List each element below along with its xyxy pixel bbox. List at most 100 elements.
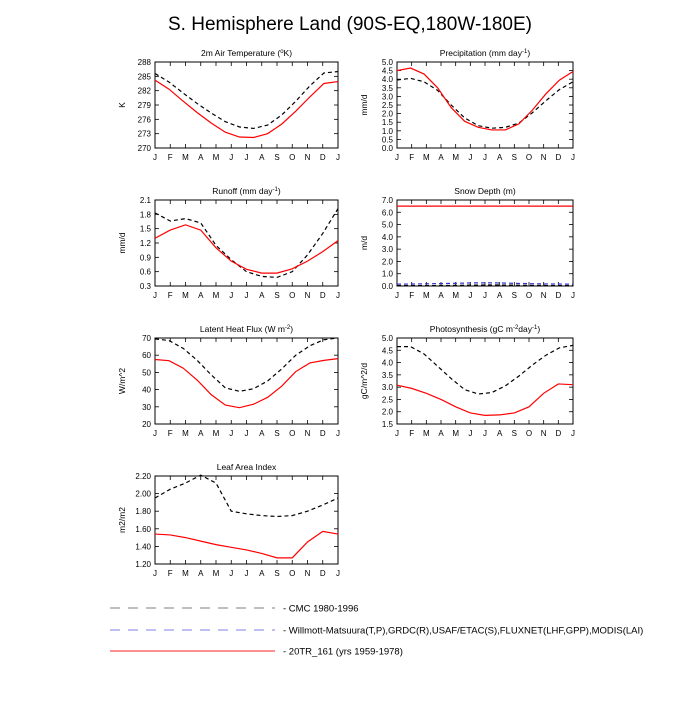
x-tick-label: O xyxy=(526,429,532,438)
x-tick-label: M xyxy=(213,153,220,162)
y-tick-label: 0.9 xyxy=(140,253,152,262)
x-tick-label: O xyxy=(289,153,295,162)
plot-frame xyxy=(396,337,574,425)
x-tick-label: S xyxy=(274,153,279,162)
panels: 2m Air Temperature (oK) 270 273 276 279 282 28… xyxy=(117,48,575,578)
y-tick-label: 3.5 xyxy=(382,84,394,93)
x-tick-label: M xyxy=(182,153,189,162)
y-tick-label: 4.5 xyxy=(382,346,394,355)
x-tick-label: N xyxy=(305,291,311,300)
series-line-obs xyxy=(154,337,339,392)
legend-label-2: - Willmott-Matsuura(T,P),GRDC(R),USAF/ET… xyxy=(283,626,643,637)
x-tick-label: F xyxy=(168,429,173,438)
x-tick-label: A xyxy=(198,291,204,300)
x-tick-label: J xyxy=(571,429,575,438)
x-tick-label: A xyxy=(259,153,265,162)
series-line-obs xyxy=(396,77,574,129)
y-tick-label: 3.0 xyxy=(382,92,394,101)
y-tick-label: 2.5 xyxy=(382,395,394,404)
x-tick-label: A xyxy=(198,429,204,438)
x-tick-label: J xyxy=(336,429,340,438)
y-tick-label: 2.0 xyxy=(382,408,394,417)
y-tick-label: 0.5 xyxy=(382,135,394,144)
x-tick-label: F xyxy=(168,153,173,162)
y-tick-label: 1.0 xyxy=(382,270,394,279)
x-tick-label: A xyxy=(497,153,503,162)
x-tick-label: J xyxy=(245,291,249,300)
x-tick-label: F xyxy=(168,291,173,300)
y-tick-label: 4.0 xyxy=(382,75,394,84)
x-tick-label: F xyxy=(409,429,414,438)
x-tick-label: A xyxy=(438,291,444,300)
y-tick-label: 30 xyxy=(142,403,151,412)
panel-title: Runoff (mm day-1) xyxy=(212,186,281,196)
y-tick-label: 20 xyxy=(142,420,151,429)
x-tick-label: J xyxy=(483,291,487,300)
y-axis-label: W/m^2 xyxy=(117,368,127,394)
x-tick-label: M xyxy=(213,429,220,438)
x-tick-label: M xyxy=(423,291,430,300)
y-tick-label: 5.0 xyxy=(382,334,394,343)
x-tick-label: M xyxy=(213,291,220,300)
plot-frame xyxy=(154,337,339,425)
x-tick-label: J xyxy=(468,429,472,438)
y-tick-label: 1.40 xyxy=(135,542,151,551)
y-tick-label: 2.00 xyxy=(135,490,151,499)
y-tick-label: 1.5 xyxy=(382,118,394,127)
x-tick-label: F xyxy=(168,569,173,578)
plot-frame xyxy=(154,475,339,565)
y-tick-label: 282 xyxy=(138,87,152,96)
x-tick-label: J xyxy=(229,569,233,578)
y-tick-label: 60 xyxy=(142,351,151,360)
x-tick-label: J xyxy=(395,153,399,162)
x-tick-label: J xyxy=(395,291,399,300)
x-tick-label: D xyxy=(555,153,561,162)
x-tick-label: A xyxy=(198,153,204,162)
x-tick-label: A xyxy=(438,153,444,162)
series-line-obs xyxy=(154,208,339,279)
y-axis-label: gC/m^2/d xyxy=(359,363,369,399)
y-tick-label: 50 xyxy=(142,368,151,377)
x-tick-label: J xyxy=(468,153,472,162)
series-line-model xyxy=(154,224,339,274)
panel-1: 2m Air Temperature (oK) 270 273 276 279 282 28… xyxy=(117,48,340,162)
y-tick-label: 0.3 xyxy=(140,282,152,291)
y-axis-label: m/d xyxy=(359,236,369,250)
x-tick-label: A xyxy=(497,291,503,300)
x-tick-label: N xyxy=(541,291,547,300)
x-tick-label: J xyxy=(571,291,575,300)
x-tick-label: S xyxy=(274,429,279,438)
y-axis-label: mm/d xyxy=(117,232,127,254)
series-line-model xyxy=(154,530,339,559)
y-tick-label: 3.0 xyxy=(382,383,394,392)
y-tick-label: 40 xyxy=(142,386,151,395)
y-axis-label: m2/m2 xyxy=(117,507,127,533)
x-tick-label: N xyxy=(305,569,311,578)
y-tick-label: 4.0 xyxy=(382,233,394,242)
y-axis-label: mm/d xyxy=(359,94,369,116)
series-line-obs xyxy=(397,284,573,287)
figure-title: S. Hemisphere Land (90S-EQ,180W-180E) xyxy=(168,14,532,35)
x-tick-label: J xyxy=(153,153,157,162)
y-tick-label: 2.20 xyxy=(135,472,151,481)
y-tick-label: 1.5 xyxy=(140,225,152,234)
x-tick-label: O xyxy=(526,153,532,162)
x-tick-label: S xyxy=(274,291,279,300)
y-tick-label: 1.60 xyxy=(135,525,151,534)
panel-4: Snow Depth (m) 0.0 1.0 2.0 3.0 4.0 5.0 6.0 7.0 J F… xyxy=(359,186,575,300)
x-tick-label: N xyxy=(541,429,547,438)
series-line-obs xyxy=(154,70,339,130)
x-tick-label: J xyxy=(245,569,249,578)
x-tick-label: J xyxy=(336,291,340,300)
plot-frame xyxy=(396,61,574,149)
y-tick-label: 276 xyxy=(138,115,152,124)
x-tick-label: N xyxy=(305,153,311,162)
panel-2: Precipitation (mm day-1) 0.00.51.01.52.02… xyxy=(359,48,575,162)
x-tick-label: A xyxy=(438,429,444,438)
x-tick-label: F xyxy=(409,291,414,300)
series-line-model xyxy=(396,67,574,131)
plot-frame xyxy=(396,199,574,287)
series-line-obs xyxy=(154,474,339,518)
x-tick-label: J xyxy=(153,429,157,438)
